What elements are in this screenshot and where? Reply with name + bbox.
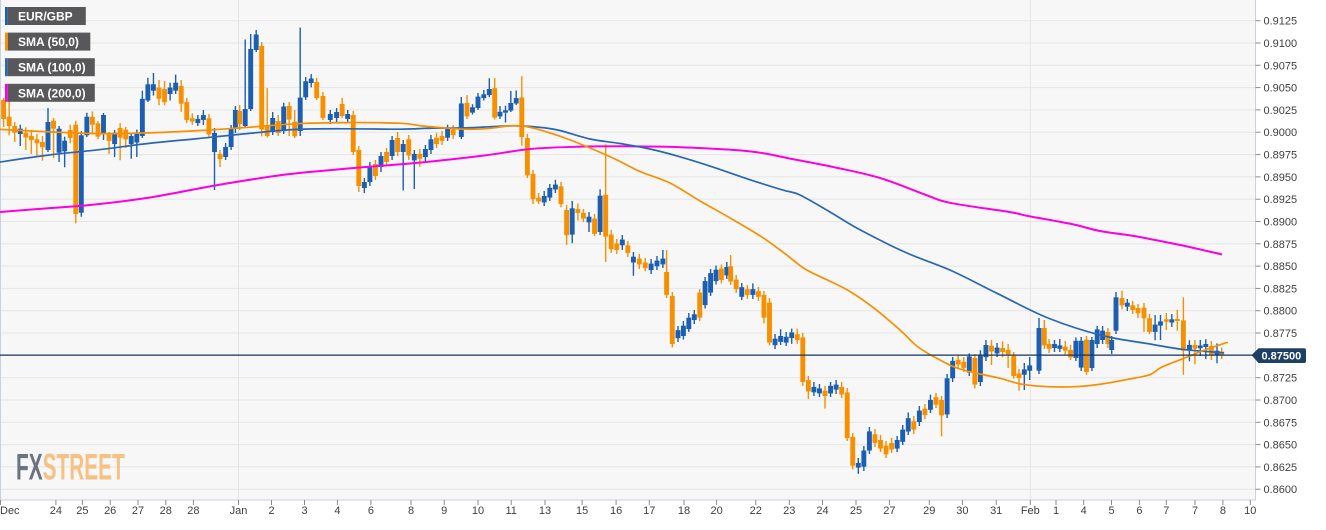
svg-text:0.8600: 0.8600 [1264,484,1298,496]
svg-text:10: 10 [1244,505,1256,517]
svg-text:8: 8 [408,505,414,517]
svg-text:Dec: Dec [0,505,20,517]
svg-text:29: 29 [923,505,935,517]
svg-text:0.8800: 0.8800 [1264,306,1298,318]
svg-text:25: 25 [76,505,88,517]
svg-text:16: 16 [610,505,622,517]
svg-text:0.8825: 0.8825 [1264,283,1298,295]
svg-text:0.8650: 0.8650 [1264,440,1298,452]
svg-text:28: 28 [187,505,199,517]
svg-text:0.8725: 0.8725 [1264,373,1298,385]
svg-text:23: 23 [783,505,795,517]
svg-text:20: 20 [710,505,722,517]
svg-text:0.8925: 0.8925 [1264,194,1298,206]
svg-text:15: 15 [576,505,588,517]
svg-text:24: 24 [50,505,62,517]
svg-text:26: 26 [104,505,116,517]
svg-text:0.9050: 0.9050 [1264,83,1298,95]
svg-text:25: 25 [850,505,862,517]
svg-text:0.8675: 0.8675 [1264,417,1298,429]
svg-text:4: 4 [334,505,340,517]
svg-text:0.8900: 0.8900 [1264,217,1298,229]
svg-text:0.8625: 0.8625 [1264,462,1298,474]
svg-text:18: 18 [678,505,690,517]
svg-text:27: 27 [883,505,895,517]
svg-text:Feb: Feb [1021,505,1040,517]
svg-text:6: 6 [368,505,374,517]
svg-text:7: 7 [1192,505,1198,517]
svg-text:0.9100: 0.9100 [1264,38,1298,50]
svg-text:9: 9 [441,505,447,517]
svg-text:SMA (200,0): SMA (200,0) [18,86,86,100]
svg-text:0.8850: 0.8850 [1264,261,1298,273]
svg-text:SMA (50,0): SMA (50,0) [18,35,79,49]
svg-text:0.9025: 0.9025 [1264,105,1298,117]
svg-text:30: 30 [956,505,968,517]
svg-text:0.9000: 0.9000 [1264,127,1298,139]
svg-text:27: 27 [132,505,144,517]
svg-text:SMA (100,0): SMA (100,0) [18,61,86,75]
svg-text:10: 10 [472,505,484,517]
svg-text:0.8700: 0.8700 [1264,395,1298,407]
svg-text:7: 7 [1163,505,1169,517]
svg-text:1: 1 [1053,505,1059,517]
svg-text:31: 31 [990,505,1002,517]
svg-text:5: 5 [1108,505,1114,517]
svg-text:0.9125: 0.9125 [1264,16,1298,28]
svg-text:0.9075: 0.9075 [1264,60,1298,72]
svg-text:0.8975: 0.8975 [1264,150,1298,162]
svg-text:0.8775: 0.8775 [1264,328,1298,340]
svg-text:3: 3 [301,505,307,517]
svg-text:6: 6 [1136,505,1142,517]
svg-text:0.8950: 0.8950 [1264,172,1298,184]
svg-text:4: 4 [1081,505,1087,517]
svg-text:22: 22 [750,505,762,517]
svg-text:8: 8 [1220,505,1226,517]
svg-text:EUR/GBP: EUR/GBP [18,10,73,24]
svg-text:13: 13 [539,505,551,517]
svg-text:11: 11 [505,505,516,517]
svg-text:0.8875: 0.8875 [1264,239,1298,251]
svg-text:Jan: Jan [230,505,248,517]
svg-text:28: 28 [160,505,172,517]
svg-text:2: 2 [268,505,274,517]
svg-text:24: 24 [816,505,828,517]
svg-text:FXSTREET: FXSTREET [16,447,125,488]
svg-text:0.87500: 0.87500 [1262,351,1302,363]
svg-text:17: 17 [643,505,655,517]
